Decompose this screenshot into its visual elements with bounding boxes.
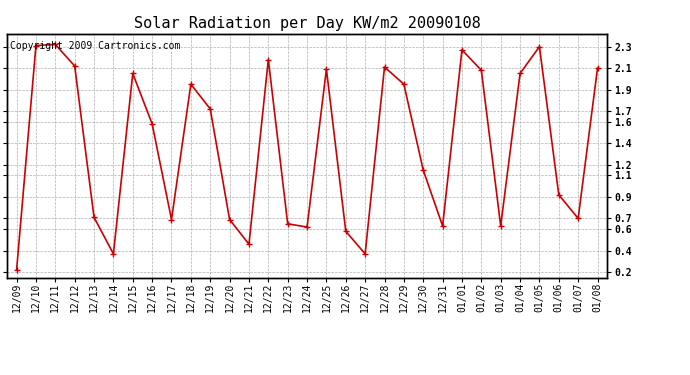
Title: Solar Radiation per Day KW/m2 20090108: Solar Radiation per Day KW/m2 20090108 xyxy=(134,16,480,31)
Text: Copyright 2009 Cartronics.com: Copyright 2009 Cartronics.com xyxy=(10,41,180,51)
